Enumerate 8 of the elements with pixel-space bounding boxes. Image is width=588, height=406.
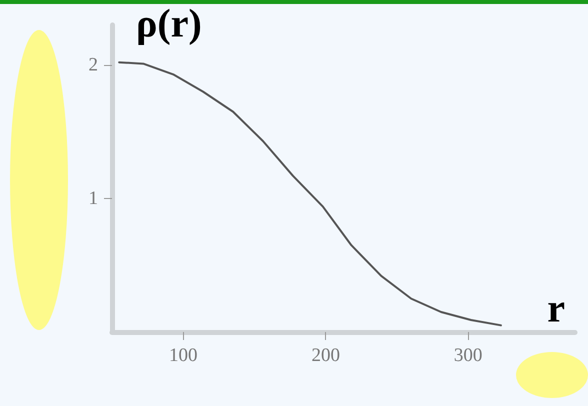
x-tick-label: 200 <box>311 345 340 366</box>
x-tick-label: 300 <box>454 345 482 366</box>
y-tick-label: 2 <box>88 54 98 76</box>
line-series <box>118 61 502 326</box>
x-axis-title: r <box>547 286 565 330</box>
y-tick-label: 1 <box>88 188 98 210</box>
y-axis-title: ρ(r) <box>136 0 202 46</box>
x-tick-label: 100 <box>168 345 198 366</box>
